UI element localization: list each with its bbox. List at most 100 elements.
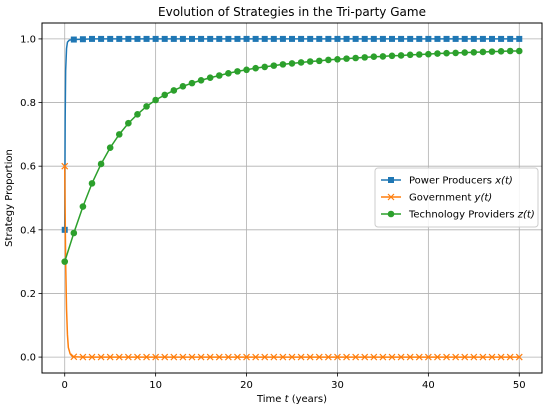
data-point-marker	[279, 353, 287, 361]
y-tick-label: 0.2	[20, 289, 36, 300]
data-point-marker	[252, 35, 259, 42]
data-point-marker	[461, 49, 469, 56]
data-point-marker	[252, 353, 260, 361]
data-point-marker	[134, 353, 141, 361]
data-point-marker	[307, 35, 314, 42]
data-point-marker	[179, 83, 187, 90]
data-point-marker	[152, 35, 159, 42]
data-point-marker	[215, 353, 223, 361]
data-point-marker	[470, 35, 477, 42]
data-point-marker	[424, 353, 432, 361]
data-point-marker	[161, 353, 169, 361]
data-point-marker	[479, 35, 486, 42]
data-point-marker	[97, 160, 105, 168]
x-axis: 0 10 20 30 40 50	[62, 373, 526, 391]
data-point-marker	[297, 59, 305, 66]
legend-label-name: Government	[409, 193, 475, 204]
data-point-marker	[206, 353, 214, 361]
data-point-marker	[324, 353, 332, 361]
data-point-marker	[88, 180, 96, 187]
data-point-marker	[79, 36, 86, 43]
legend-label: Power Producers x(t)	[409, 176, 513, 187]
grid	[42, 23, 542, 373]
data-point-marker	[143, 103, 150, 110]
data-point-marker	[270, 62, 278, 69]
legend-label: Technology Providers z(t)	[408, 210, 535, 221]
x-axis-title-suffix: (years)	[289, 394, 328, 405]
data-point-marker	[61, 258, 69, 265]
data-point-marker	[334, 353, 341, 361]
data-point-marker	[389, 35, 395, 42]
data-point-marker	[79, 203, 87, 210]
plot-area	[61, 35, 523, 361]
data-point-marker	[152, 96, 159, 104]
data-point-marker	[425, 35, 432, 42]
data-point-marker	[261, 353, 269, 361]
data-point-marker	[234, 353, 241, 361]
data-point-marker	[134, 111, 141, 118]
data-point-marker	[406, 353, 414, 361]
legend-label-variable: y(t)	[474, 193, 493, 204]
data-point-marker	[261, 35, 268, 42]
data-point-marker	[270, 353, 278, 361]
data-point-marker	[70, 353, 78, 361]
x-tick-label: 30	[331, 380, 344, 391]
data-point-marker	[107, 35, 114, 42]
legend-box	[374, 167, 539, 228]
data-point-marker	[443, 353, 450, 361]
data-point-marker	[170, 87, 178, 94]
y-tick-label: 0.4	[20, 225, 36, 236]
data-point-marker	[188, 79, 196, 87]
data-point-marker	[516, 35, 523, 42]
data-point-marker	[343, 353, 350, 361]
data-point-marker	[352, 35, 359, 42]
x-tick-label: 40	[422, 380, 435, 391]
series-3	[61, 47, 523, 265]
data-point-marker	[125, 35, 132, 42]
data-point-marker	[197, 353, 205, 361]
data-point-marker	[388, 52, 396, 60]
data-point-marker	[461, 353, 469, 361]
data-point-marker	[261, 63, 269, 71]
data-point-marker	[443, 49, 450, 57]
legend-marker	[387, 210, 395, 218]
x-tick-label: 10	[149, 380, 162, 391]
series-2	[61, 162, 523, 361]
data-point-marker	[243, 35, 250, 42]
data-point-marker	[325, 35, 332, 42]
data-point-marker	[379, 35, 386, 42]
data-point-marker	[125, 119, 132, 127]
y-axis: 0.0 0.2 0.4 0.6 0.8 1.0	[20, 34, 42, 364]
data-point-marker	[388, 353, 396, 361]
data-point-marker	[515, 47, 523, 55]
data-point-marker	[134, 35, 141, 42]
data-point-marker	[489, 35, 495, 42]
data-point-marker	[298, 35, 305, 42]
data-point-marker	[470, 353, 478, 361]
legend: Power Producers x(t) Government y(t) Techn…	[374, 167, 539, 228]
data-point-marker	[361, 35, 368, 42]
data-point-marker	[379, 53, 387, 60]
data-point-marker	[470, 48, 478, 56]
legend-marker	[388, 177, 394, 183]
data-point-marker	[152, 353, 160, 361]
data-point-marker	[343, 55, 350, 62]
data-point-marker	[206, 74, 214, 82]
data-point-marker	[89, 35, 95, 42]
data-point-marker	[207, 35, 214, 42]
data-point-marker	[106, 353, 114, 361]
data-point-marker	[170, 353, 178, 361]
data-point-marker	[252, 64, 259, 72]
legend-label-variable: z(t)	[517, 210, 535, 221]
data-point-marker	[325, 56, 332, 64]
data-point-marker	[179, 353, 187, 361]
data-point-marker	[498, 35, 505, 42]
plot-frame	[41, 22, 543, 374]
x-tick-label: 20	[240, 380, 253, 391]
data-point-marker	[170, 35, 177, 42]
data-point-marker	[116, 35, 123, 42]
data-point-marker	[216, 35, 223, 42]
data-point-marker	[161, 35, 168, 42]
data-point-marker	[288, 60, 296, 67]
